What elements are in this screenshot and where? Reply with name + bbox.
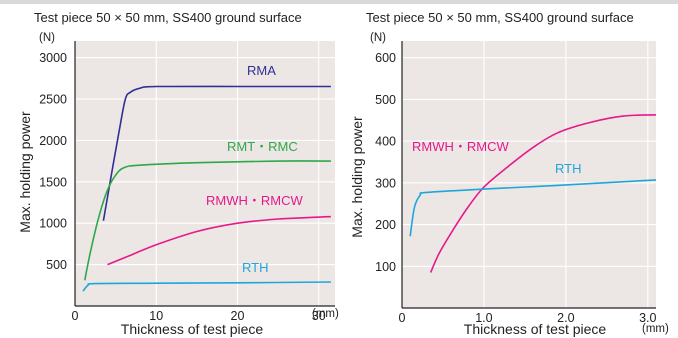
y-axis-label: Max. holding power — [349, 116, 365, 238]
y-unit-label: (N) — [370, 32, 386, 44]
x-tick-label: 0 — [72, 309, 79, 323]
y-tick-labels: 500 1000 1500 2000 2500 3000 — [39, 51, 67, 272]
chart-title: Test piece 50 × 50 mm, SS400 ground surf… — [34, 10, 302, 25]
y-tick-label: 500 — [375, 93, 396, 107]
series-group — [409, 114, 657, 273]
series-line-rma — [102, 85, 331, 221]
x-tick-label: 3.0 — [639, 311, 656, 325]
y-unit-label: (N) — [39, 32, 55, 44]
y-tick-label: 2000 — [39, 134, 67, 148]
x-tick-label: 10 — [149, 309, 163, 323]
x-axis-label: Thickness of test piece — [464, 321, 607, 337]
series-label-rth: RTH — [555, 161, 581, 176]
series-label-rma: RMA — [247, 63, 276, 78]
y-tick-label: 500 — [46, 258, 67, 272]
top-rule — [0, 0, 678, 4]
series-label-rmwh-rmcw: RMWH・RMCW — [412, 139, 509, 154]
y-tick-label: 1000 — [39, 217, 67, 231]
chart-right: Test piece 50 × 50 mm, SS400 ground surf… — [349, 10, 669, 337]
series-line-rmt-rmc — [84, 160, 331, 281]
series-label-rth: RTH — [242, 260, 268, 275]
plot-area — [402, 41, 656, 308]
x-tick-labels: 0 10 20 30 — [72, 309, 326, 323]
y-tick-label: 3000 — [39, 51, 67, 65]
x-axis-label: Thickness of test piece — [121, 321, 264, 337]
y-tick-labels: 100 200 300 400 500 600 — [375, 51, 396, 274]
y-tick-label: 400 — [375, 135, 396, 149]
x-tick-labels: 0 1.0 2.0 3.0 — [399, 311, 657, 325]
y-tick-label: 200 — [375, 218, 396, 232]
series-label-rmt-rmc: RMT・RMC — [227, 139, 298, 154]
chart-title: Test piece 50 × 50 mm, SS400 ground surf… — [366, 10, 634, 25]
gridlines — [75, 41, 335, 306]
plot-area — [75, 41, 335, 306]
x-tick-label: 20 — [231, 309, 245, 323]
series-label-rmwh-rmcw: RMWH・RMCW — [206, 193, 303, 208]
x-unit-label: (mm) — [312, 308, 339, 320]
x-tick-label: 1.0 — [475, 311, 492, 325]
series-group — [82, 85, 331, 292]
series-line-rmwh-rmcw — [107, 215, 331, 266]
y-tick-label: 1500 — [39, 175, 67, 189]
x-tick-label: 30 — [312, 309, 326, 323]
y-tick-label: 2500 — [39, 92, 67, 106]
y-tick-label: 600 — [375, 51, 396, 65]
chart-left: Test piece 50 × 50 mm, SS400 ground surf… — [17, 10, 339, 337]
y-tick-label: 300 — [375, 176, 396, 190]
series-line-rth — [409, 179, 657, 237]
x-tick-label: 0 — [399, 311, 406, 325]
x-tick-label: 2.0 — [557, 311, 574, 325]
series-line-rth — [82, 281, 331, 292]
series-line-rmwh-rmcw — [429, 114, 657, 273]
y-tick-label: 100 — [375, 260, 396, 274]
y-axis-label: Max. holding power — [17, 111, 33, 233]
x-unit-label: (mm) — [642, 323, 669, 335]
gridlines — [402, 41, 656, 308]
